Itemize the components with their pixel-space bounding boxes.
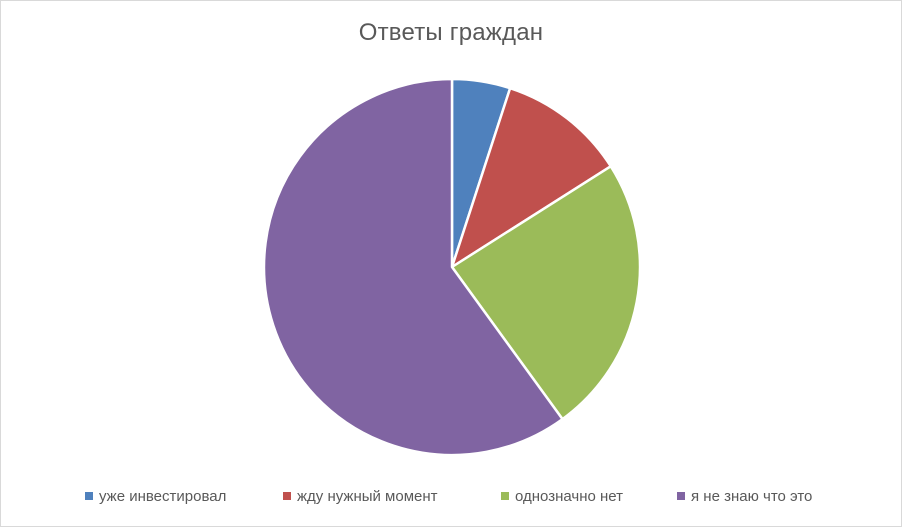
- legend-item-dont-know: я не знаю что это: [677, 485, 812, 507]
- legend-item-invested: уже инвестировал: [85, 485, 226, 507]
- legend: уже инвестировал жду нужный момент одноз…: [1, 485, 901, 507]
- legend-swatch-dont-know: [677, 492, 685, 500]
- legend-swatch-invested: [85, 492, 93, 500]
- chart-title: Ответы граждан: [358, 19, 544, 46]
- legend-label-waiting: жду нужный момент: [297, 487, 438, 505]
- legend-swatch-waiting: [283, 492, 291, 500]
- pie-slice-dont-know: [262, 77, 564, 457]
- legend-swatch-no: [501, 492, 509, 500]
- legend-label-dont-know: я не знаю что это: [691, 487, 813, 505]
- legend-label-invested: уже инвестировал: [99, 487, 227, 505]
- pie-slice-no: [450, 165, 642, 421]
- pie-slice-waiting: [450, 86, 612, 269]
- legend-item-waiting: жду нужный момент: [283, 485, 438, 507]
- pie-slices: [262, 77, 642, 457]
- legend-label-no: однозначно нет: [515, 487, 624, 505]
- legend-item-no: однозначно нет: [501, 485, 623, 507]
